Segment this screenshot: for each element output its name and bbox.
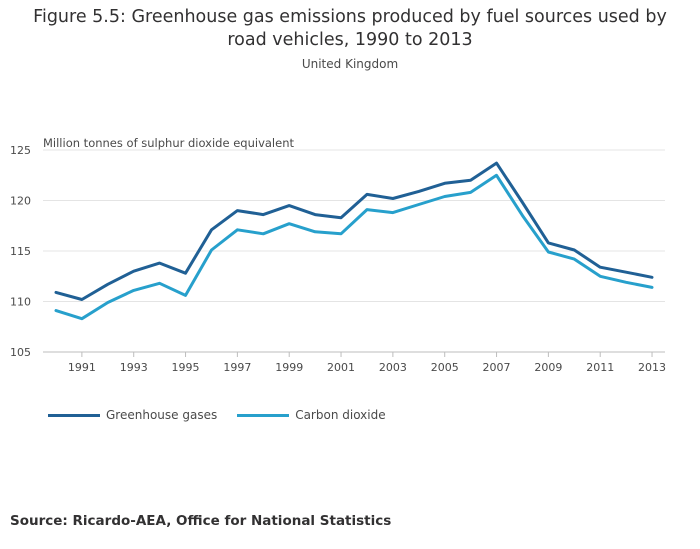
data-point[interactable] xyxy=(494,160,500,166)
series-line-greenhouse-gases[interactable] xyxy=(54,161,654,301)
data-point[interactable] xyxy=(571,247,577,253)
data-point[interactable] xyxy=(390,195,396,201)
y-axis-label: Million tonnes of sulphur dioxide equiva… xyxy=(43,136,294,150)
data-point[interactable] xyxy=(208,247,214,253)
data-point[interactable] xyxy=(623,269,629,275)
x-tick-label: 2007 xyxy=(483,361,511,374)
legend-item-greenhouse-gases[interactable]: Greenhouse gases xyxy=(48,408,217,422)
x-tick-label: 2013 xyxy=(638,361,666,374)
legend-label-carbon-dioxide: Carbon dioxide xyxy=(295,408,386,422)
legend: Greenhouse gases Carbon dioxide xyxy=(48,408,406,422)
y-tick-label: 110 xyxy=(10,296,31,309)
series-layer xyxy=(53,160,655,322)
x-tick-label: 2011 xyxy=(586,361,614,374)
source-note: Source: Ricardo-AEA, Office for National… xyxy=(10,513,392,529)
data-point[interactable] xyxy=(649,284,655,290)
data-point[interactable] xyxy=(53,308,59,314)
legend-swatch-greenhouse-gases xyxy=(48,413,100,417)
data-point[interactable] xyxy=(79,296,85,302)
data-point[interactable] xyxy=(260,231,266,237)
data-point[interactable] xyxy=(131,268,137,274)
data-point[interactable] xyxy=(571,256,577,262)
x-tick-label: 2009 xyxy=(534,361,562,374)
data-point[interactable] xyxy=(312,212,318,218)
data-point[interactable] xyxy=(183,292,189,298)
y-tick-label: 125 xyxy=(10,144,31,157)
data-point[interactable] xyxy=(623,279,629,285)
data-point[interactable] xyxy=(183,270,189,276)
data-point[interactable] xyxy=(468,189,474,195)
x-tick-label: 1999 xyxy=(275,361,303,374)
axis-layer: 105 110 115 120 125 1991 1993 1995 1997 1999 2001 2… xyxy=(10,144,666,374)
chart-title: Figure 5.5: Greenhouse gas emissions pro… xyxy=(0,6,700,52)
legend-item-carbon-dioxide[interactable]: Carbon dioxide xyxy=(237,408,386,422)
x-tick-label: 2003 xyxy=(379,361,407,374)
data-point[interactable] xyxy=(286,221,292,227)
data-point[interactable] xyxy=(442,180,448,186)
data-point[interactable] xyxy=(545,249,551,255)
data-point[interactable] xyxy=(105,281,111,287)
data-point[interactable] xyxy=(519,213,525,219)
x-tick-label: 1993 xyxy=(120,361,148,374)
data-point[interactable] xyxy=(338,215,344,221)
data-point[interactable] xyxy=(234,227,240,233)
chart-title-line-1: Figure 5.5: Greenhouse gas emissions pro… xyxy=(33,7,667,27)
x-tick-label: 2005 xyxy=(431,361,459,374)
data-point[interactable] xyxy=(260,212,266,218)
legend-swatch-carbon-dioxide xyxy=(237,413,290,417)
y-tick-label: 105 xyxy=(10,346,31,359)
x-tick-label: 1995 xyxy=(172,361,200,374)
data-point[interactable] xyxy=(157,280,163,286)
data-point[interactable] xyxy=(338,231,344,237)
chart-title-line-2: road vehicles, 1990 to 2013 xyxy=(227,30,473,50)
y-tick-label: 120 xyxy=(10,195,31,208)
x-tick-label: 1991 xyxy=(68,361,96,374)
data-point[interactable] xyxy=(468,177,474,183)
data-point[interactable] xyxy=(390,210,396,216)
data-point[interactable] xyxy=(157,260,163,266)
data-point[interactable] xyxy=(53,289,59,295)
data-point[interactable] xyxy=(519,200,525,206)
data-point[interactable] xyxy=(649,274,655,280)
x-tick-label: 2001 xyxy=(327,361,355,374)
data-point[interactable] xyxy=(597,264,603,270)
data-point[interactable] xyxy=(364,207,370,213)
data-point[interactable] xyxy=(442,193,448,199)
legend-label-greenhouse-gases: Greenhouse gases xyxy=(106,408,218,422)
data-point[interactable] xyxy=(79,316,85,322)
data-point[interactable] xyxy=(597,273,603,279)
series-line-carbon-dioxide[interactable] xyxy=(54,173,654,321)
y-tick-label: 115 xyxy=(10,245,31,258)
data-point[interactable] xyxy=(545,240,551,246)
data-point[interactable] xyxy=(234,208,240,214)
data-point[interactable] xyxy=(105,300,111,306)
chart-subtitle: United Kingdom xyxy=(301,57,399,71)
data-point[interactable] xyxy=(416,202,422,208)
data-point[interactable] xyxy=(131,287,137,293)
data-point[interactable] xyxy=(312,229,318,235)
data-point[interactable] xyxy=(416,188,422,194)
grid-layer xyxy=(43,149,665,353)
data-point[interactable] xyxy=(494,172,500,178)
data-point[interactable] xyxy=(286,203,292,209)
data-point[interactable] xyxy=(208,227,214,233)
data-point[interactable] xyxy=(364,191,370,197)
x-tick-label: 1997 xyxy=(223,361,251,374)
